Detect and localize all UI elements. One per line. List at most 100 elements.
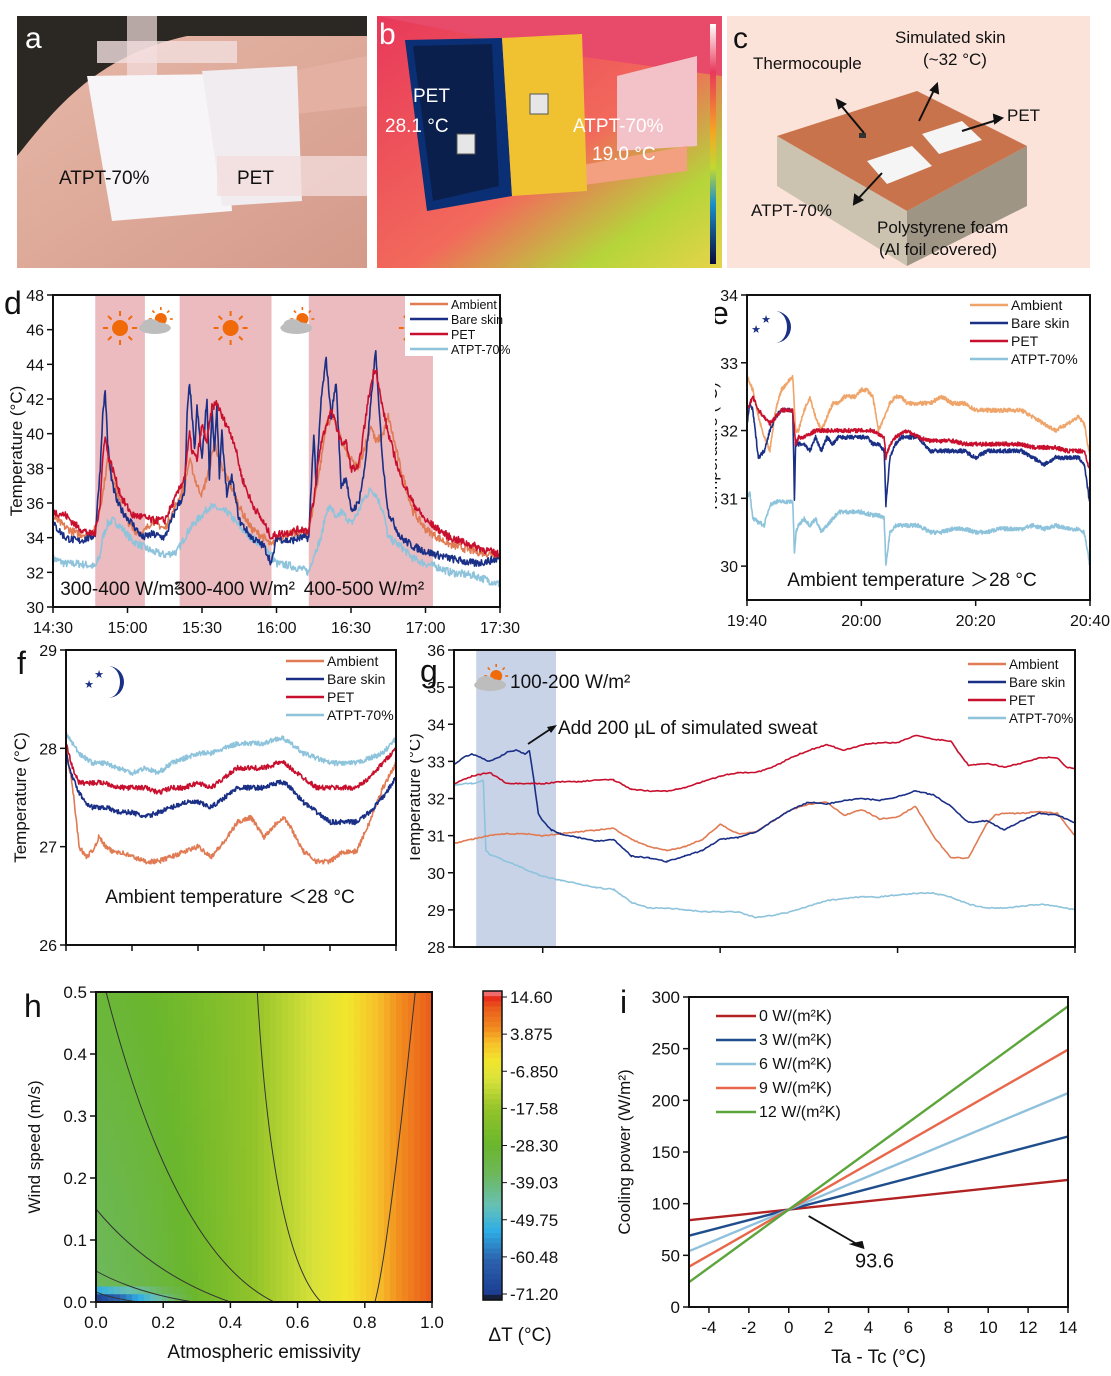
heatmap-cell: [294, 1201, 301, 1210]
heatmap-cell: [414, 1131, 421, 1140]
heatmap-cell: [156, 1131, 163, 1140]
heatmap-cell: [216, 1224, 223, 1233]
heatmap-cell: [294, 1294, 301, 1303]
heatmap-cell: [396, 1154, 403, 1164]
heatmap-cell: [336, 1030, 343, 1040]
heatmap-cell: [102, 1054, 109, 1063]
colorbar-segment: [483, 1197, 502, 1203]
heatmap-cell: [156, 1023, 163, 1032]
heatmap-cell: [318, 1030, 325, 1040]
heatmap-cell: [120, 1271, 127, 1280]
annotation-arrow: [808, 1215, 860, 1246]
heatmap-cell: [282, 1007, 289, 1016]
heatmap-cell: [414, 1030, 421, 1040]
heatmap-cell: [192, 1232, 199, 1241]
heatmap-cell: [102, 1185, 109, 1195]
heatmap-cell: [348, 1100, 355, 1109]
legend-item: PET: [968, 693, 1035, 708]
heatmap-cell: [288, 1294, 295, 1303]
heatmap-cell: [408, 1240, 415, 1249]
heatmap-cell: [108, 1100, 115, 1109]
heatmap-cell: [198, 1185, 205, 1195]
heatmap-cell: [138, 1201, 145, 1210]
heatmap-cell: [342, 1201, 349, 1210]
heatmap-cell: [120, 1139, 127, 1148]
colorbar-segment: [483, 1021, 502, 1028]
heatmap-cell: [138, 1216, 145, 1226]
heatmap-cell: [252, 1154, 259, 1164]
heatmap-cell: [198, 1170, 205, 1179]
heatmap-cell: [126, 999, 133, 1009]
colorbar-segment: [483, 1274, 502, 1280]
heatmap-cell: [348, 1139, 355, 1148]
heatmap-cell: [144, 1085, 151, 1094]
heatmap-cell: [360, 1286, 367, 1295]
heatmap-cell: [342, 1046, 349, 1055]
sun-ray: [217, 315, 223, 321]
heatmap-cell: [408, 1147, 415, 1156]
y-tick-label: 150: [652, 1143, 680, 1162]
heatmap-cell: [354, 1038, 361, 1047]
heatmap-cell: [336, 1170, 343, 1179]
heatmap-cell: [312, 1085, 319, 1094]
heatmap-cell: [420, 1046, 427, 1055]
heatmap-cell: [234, 1232, 241, 1241]
heatmap-cell: [366, 1263, 373, 1272]
heatmap-cell: [294, 1247, 301, 1257]
heatmap-cell: [186, 1077, 193, 1086]
heatmap-cell: [150, 1023, 157, 1032]
heatmap-cell: [408, 1100, 415, 1109]
heatmap-cell: [102, 1224, 109, 1233]
colorbar-segment: [483, 1222, 502, 1229]
heatmap-cell: [330, 1116, 337, 1125]
heatmap-cell: [276, 1108, 283, 1117]
heatmap-cell: [396, 1147, 403, 1156]
colorbar-segment: [483, 1186, 502, 1193]
heatmap-cell: [264, 1023, 271, 1032]
heatmap-cell: [390, 1077, 397, 1086]
heatmap-cell: [240, 1131, 247, 1140]
heatmap-cell: [288, 1170, 295, 1179]
heatmap-cell: [234, 1162, 241, 1171]
heatmap-cell: [378, 1015, 385, 1024]
heatmap-cell: [204, 1038, 211, 1047]
sweat-arrow-head: [547, 725, 557, 733]
heatmap-cell: [150, 1278, 157, 1288]
heatmap-cell: [342, 1263, 349, 1272]
heatmap-cell: [228, 1061, 235, 1071]
heatmap-cell: [282, 1116, 289, 1125]
label-skin-line1: Simulated skin: [895, 28, 1006, 47]
heatmap-cell: [174, 1216, 181, 1226]
heatmap-cell: [228, 1007, 235, 1016]
heatmap-cell: [168, 1216, 175, 1226]
heatmap-cell: [390, 1170, 397, 1179]
heatmap-cell: [318, 1201, 325, 1210]
heatmap-cell: [150, 1007, 157, 1016]
heatmap-cell: [138, 999, 145, 1009]
heatmap-cell: [330, 1278, 337, 1288]
heatmap-cell: [258, 1077, 265, 1086]
sun-ray: [293, 309, 297, 314]
heatmap-cell: [396, 1162, 403, 1171]
heatmap-cell: [96, 1271, 103, 1280]
legend-item: Bare skin: [286, 671, 385, 687]
heatmap-cell: [294, 1069, 301, 1078]
heatmap-cell: [384, 1185, 391, 1195]
heatmap-cell: [288, 1224, 295, 1233]
heatmap-cell: [312, 1131, 319, 1140]
heatmap-cell: [342, 1007, 349, 1016]
heatmap-cell: [114, 1255, 121, 1264]
heatmap-cell: [162, 1007, 169, 1016]
heatmap-cell: [222, 1085, 229, 1094]
heatmap-cell: [228, 1085, 235, 1094]
heatmap-cell: [108, 1294, 115, 1303]
heatmap-cell: [246, 1131, 253, 1140]
heatmap-cell: [396, 1123, 403, 1133]
heatmap-cell: [360, 1077, 367, 1086]
heatmap-cell: [306, 1054, 313, 1063]
heatmap-cell: [312, 1023, 319, 1032]
heatmap-cell: [156, 1061, 163, 1071]
x-tick-label: 0.4: [219, 1313, 243, 1332]
heatmap-cell: [144, 1023, 151, 1032]
heatmap-cell: [222, 1054, 229, 1063]
